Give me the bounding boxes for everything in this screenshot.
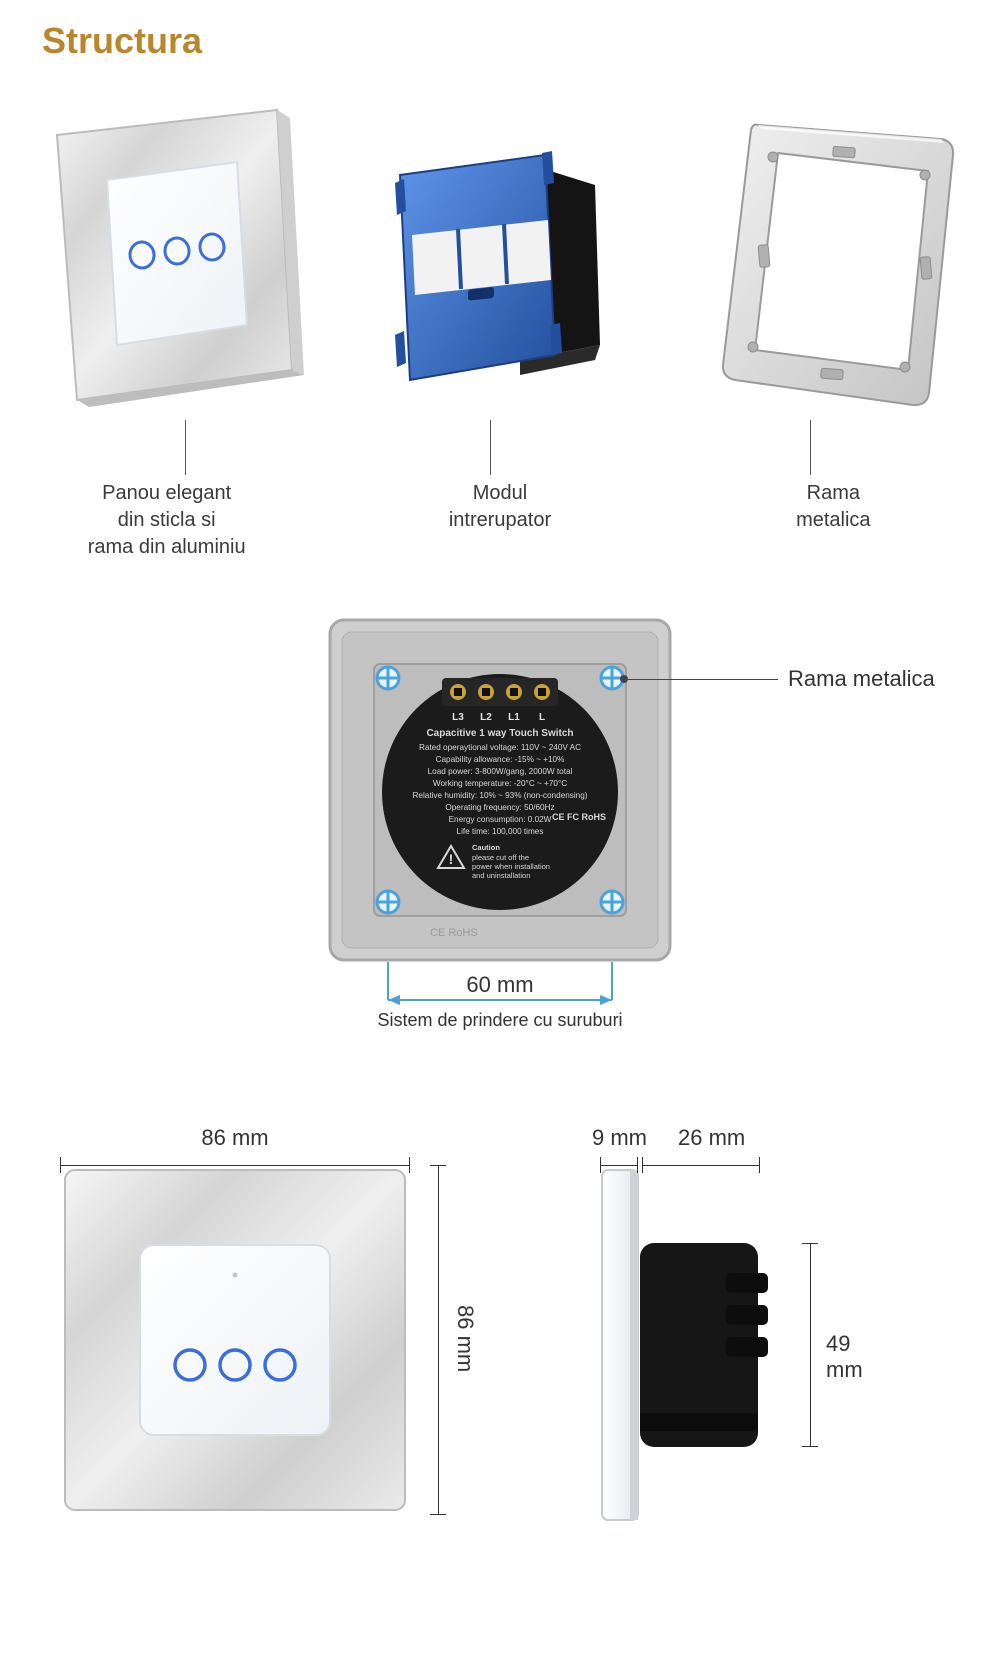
dim-49 [800,1243,820,1447]
leader-2 [490,420,491,475]
term-l: L [539,712,545,723]
rear-line-4: Relative humidity: 10% ~ 93% (non-conden… [413,791,588,800]
plate-cert: CE RoHS [430,927,478,939]
callout-text: Rama metalica [778,666,935,692]
side-view: 9 mm 26 mm [600,1165,870,1540]
part-frame [683,100,983,420]
dim-width-text: 86 mm [60,1125,410,1151]
term-l1: L1 [508,712,520,723]
rear-cert: CE FC RoHS [552,812,606,822]
rear-svg: L3 L2 L1 L Capacitive 1 way Touch Switch… [320,610,680,970]
rear-caution-1: please cut off the [472,853,529,862]
dim-49-text: 49 mm [826,1331,870,1383]
module-svg [370,125,630,395]
term-l3: L3 [452,712,464,723]
rear-caution: Caution [472,843,500,852]
rear-view: L3 L2 L1 L Capacitive 1 way Touch Switch… [0,610,1000,975]
callout-frame: Rama metalica [620,666,935,692]
dimensions-row: 86 mm [0,1105,1000,1635]
rear-line-7: Life time: 100,000 times [457,827,544,836]
front-svg [60,1165,410,1515]
svg-text:!: ! [449,851,454,867]
leader-lines [0,420,1000,480]
label-module: Modul intrerupator [350,480,650,561]
rear-line-3: Working temperature: -20°C ~ +70°C [433,779,567,788]
dim-26-text: 26 mm [678,1125,745,1151]
rear-line-2: Load power: 3-800W/gang, 2000W total [428,767,573,776]
rear-line-1: Capability allowance: -15% ~ +10% [436,755,565,764]
dim-width [60,1155,410,1175]
frame-svg [703,105,963,415]
dim-9 [600,1155,638,1175]
rear-label-title: Capacitive 1 way Touch Switch [426,728,573,739]
rear-line-6: Energy consumption: 0.02W [449,815,552,824]
page-title: Structura [42,20,202,62]
dim-height-text: 86 mm [452,1305,478,1372]
labels-row: Panou elegant din sticla si rama din alu… [0,480,1000,561]
exploded-row [0,95,1000,425]
part-module [350,100,650,420]
leader-1 [185,420,186,475]
rear-line-0: Rated operaytional voltage: 110V ~ 240V … [419,743,581,752]
rear-caution-3: and uninstallation [472,871,530,880]
rear-caution-2: power when installation [472,862,550,871]
term-l2: L2 [480,712,492,723]
label-frame: Rama metalica [683,480,983,561]
dim-height [428,1165,448,1515]
part-panel [17,100,317,420]
panel-svg [22,100,312,420]
rear-line-5: Operating frequency: 50/60Hz [445,803,554,812]
label-panel: Panou elegant din sticla si rama din alu… [17,480,317,561]
front-view: 86 mm [60,1165,410,1520]
dim-9-text: 9 mm [592,1125,647,1151]
rear-sub-caption: Sistem de prindere cu suruburi [320,1010,680,1031]
rear-dim-label: 60 mm [320,972,680,998]
dim-26 [642,1155,760,1175]
leader-3 [810,420,811,475]
